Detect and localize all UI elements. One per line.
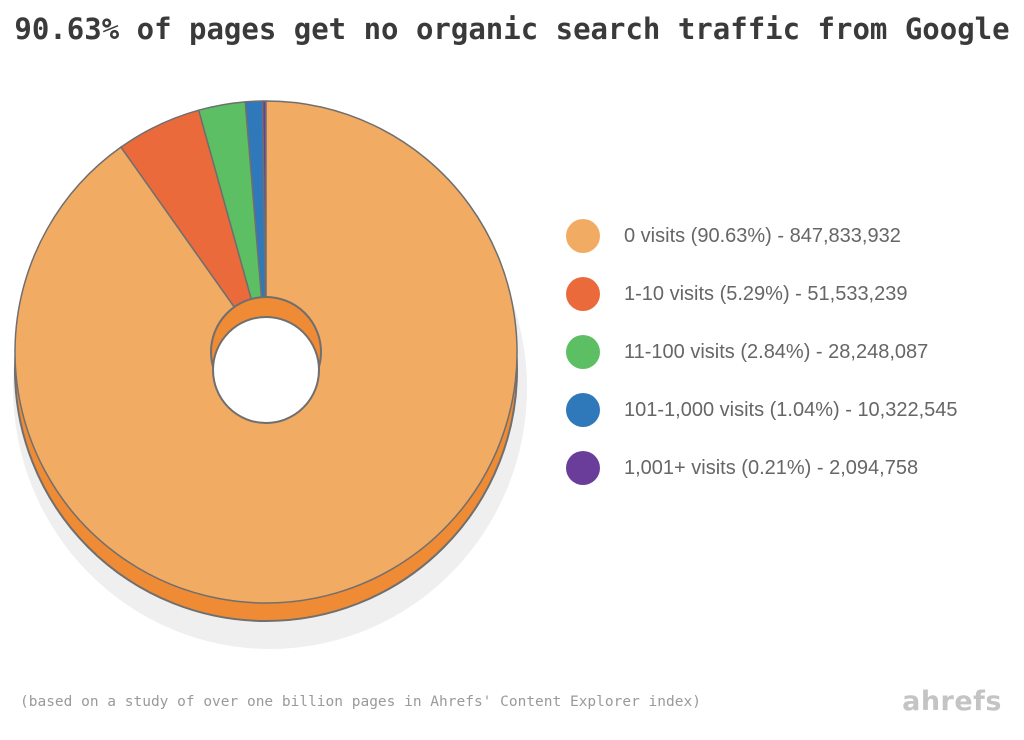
legend-swatch <box>566 335 600 369</box>
brand-logo: ahrefs <box>902 686 1002 717</box>
legend-item: 101-1,000 visits (1.04%) - 10,322,545 <box>566 392 958 428</box>
legend-swatch <box>566 219 600 253</box>
legend-label: 0 visits (90.63%) - 847,833,932 <box>624 224 901 247</box>
legend-swatch <box>566 393 600 427</box>
chart-title: 90.63% of pages get no organic search tr… <box>14 12 1010 46</box>
footnote: (based on a study of over one billion pa… <box>20 694 701 710</box>
legend: 0 visits (90.63%) - 847,833,932 1-10 vis… <box>566 218 958 508</box>
legend-item: 1-10 visits (5.29%) - 51,533,239 <box>566 276 958 312</box>
legend-swatch <box>566 277 600 311</box>
donut-chart <box>13 100 527 649</box>
legend-label: 1,001+ visits (0.21%) - 2,094,758 <box>624 456 919 479</box>
legend-item: 11-100 visits (2.84%) - 28,248,087 <box>566 334 958 370</box>
legend-label: 11-100 visits (2.84%) - 28,248,087 <box>624 340 929 363</box>
legend-item: 0 visits (90.63%) - 847,833,932 <box>566 218 958 254</box>
legend-label: 101-1,000 visits (1.04%) - 10,322,545 <box>624 398 958 421</box>
legend-swatch <box>566 451 600 485</box>
donut-hole <box>212 316 320 424</box>
legend-item: 1,001+ visits (0.21%) - 2,094,758 <box>566 450 958 486</box>
legend-label: 1-10 visits (5.29%) - 51,533,239 <box>624 282 908 305</box>
